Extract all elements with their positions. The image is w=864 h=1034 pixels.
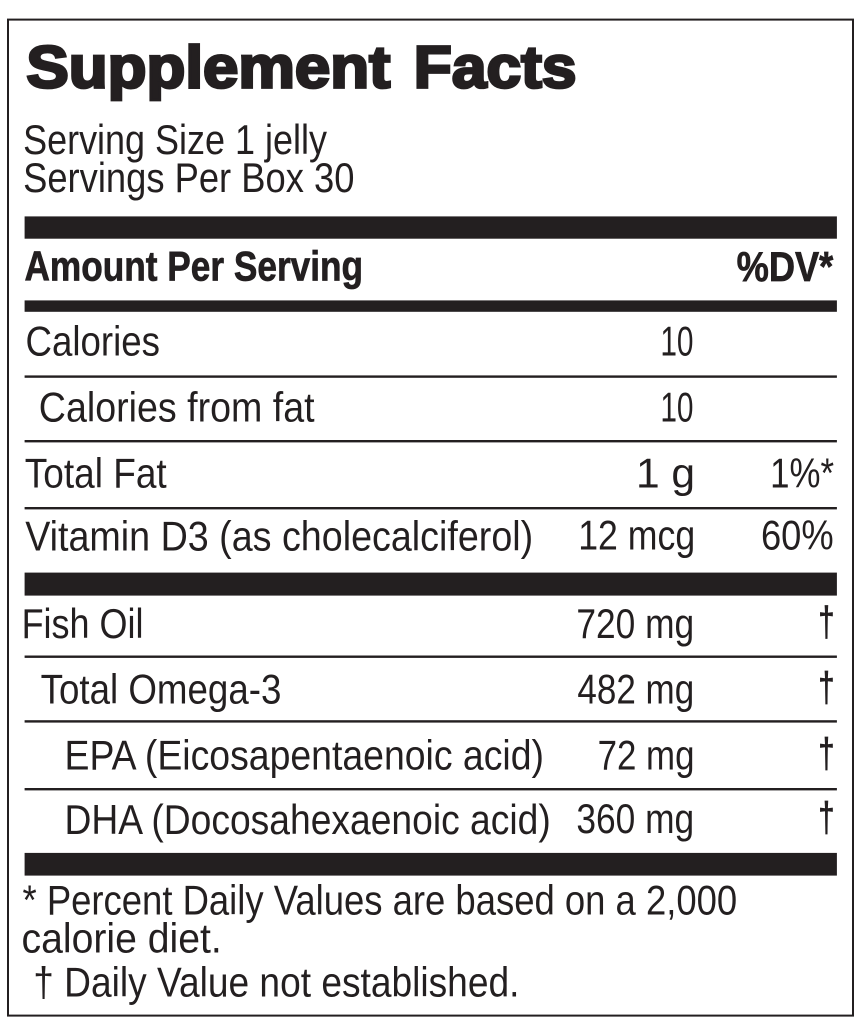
svg-text:Serving Size 1 jelly: Serving Size 1 jelly — [23, 116, 327, 163]
svg-text:1 g: 1 g — [636, 449, 695, 496]
svg-text:Calories: Calories — [26, 318, 160, 365]
svg-text:Total Fat: Total Fat — [25, 449, 167, 496]
svg-text:†: † — [818, 793, 834, 840]
svg-text:482 mg: 482 mg — [577, 666, 694, 713]
svg-text:Facts: Facts — [414, 33, 577, 100]
svg-text:720 mg: 720 mg — [576, 600, 694, 647]
svg-text:†: † — [818, 664, 834, 711]
svg-text:Calories from fat: Calories from fat — [39, 384, 315, 431]
svg-text:%DV*: %DV* — [737, 243, 834, 290]
svg-text:Vitamin D3 (as cholecalciferol: Vitamin D3 (as cholecalciferol) — [25, 513, 533, 560]
svg-text:Servings Per Box 30: Servings Per Box 30 — [23, 154, 354, 201]
svg-text:calorie diet.: calorie diet. — [22, 915, 222, 962]
svg-text:10: 10 — [660, 318, 693, 365]
svg-text:†: † — [818, 598, 834, 645]
svg-text:†: † — [818, 729, 834, 776]
svg-text:† Daily Value not established.: † Daily Value not established. — [33, 958, 519, 1005]
svg-text:72 mg: 72 mg — [598, 731, 695, 778]
svg-text:* Percent Daily Values are bas: * Percent Daily Values are based on a 2,… — [23, 877, 738, 924]
svg-text:DHA (Docosahexaenoic acid): DHA (Docosahexaenoic acid) — [65, 796, 551, 843]
svg-text:60%: 60% — [761, 512, 834, 559]
svg-text:1%*: 1%* — [770, 449, 834, 496]
svg-text:360 mg: 360 mg — [576, 795, 694, 842]
svg-text:12 mcg: 12 mcg — [578, 512, 695, 559]
svg-text:Total Omega-3: Total Omega-3 — [41, 666, 282, 713]
svg-text:10: 10 — [660, 384, 693, 431]
svg-text:Fish Oil: Fish Oil — [22, 600, 144, 647]
svg-text:Amount Per Serving: Amount Per Serving — [24, 243, 363, 290]
svg-text:Supplement: Supplement — [26, 33, 390, 100]
svg-text:EPA (Eicosapentaenoic acid): EPA (Eicosapentaenoic acid) — [65, 731, 544, 778]
